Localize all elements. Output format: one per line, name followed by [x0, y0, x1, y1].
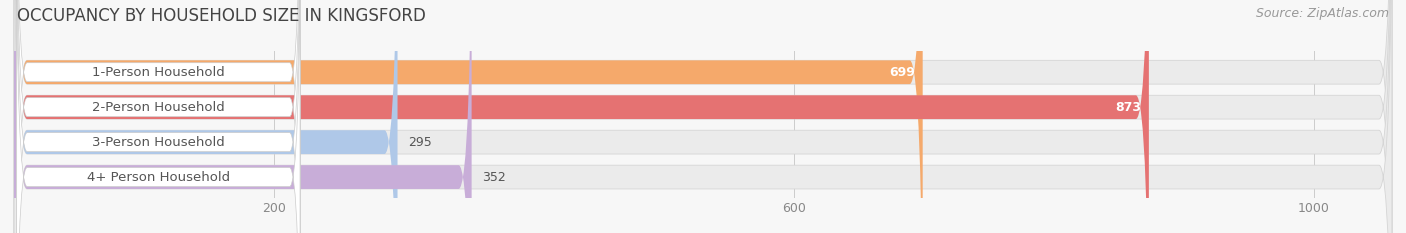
Text: 2-Person Household: 2-Person Household: [91, 101, 225, 114]
FancyBboxPatch shape: [14, 0, 1392, 233]
Text: 3-Person Household: 3-Person Household: [91, 136, 225, 149]
FancyBboxPatch shape: [17, 0, 299, 233]
Text: 1-Person Household: 1-Person Household: [91, 66, 225, 79]
Text: 873: 873: [1115, 101, 1142, 114]
FancyBboxPatch shape: [14, 0, 1392, 233]
FancyBboxPatch shape: [14, 0, 1392, 233]
Text: 295: 295: [408, 136, 432, 149]
FancyBboxPatch shape: [17, 0, 299, 233]
FancyBboxPatch shape: [17, 0, 299, 233]
Text: 699: 699: [889, 66, 915, 79]
Text: 4+ Person Household: 4+ Person Household: [87, 171, 231, 184]
FancyBboxPatch shape: [14, 0, 1149, 233]
Text: OCCUPANCY BY HOUSEHOLD SIZE IN KINGSFORD: OCCUPANCY BY HOUSEHOLD SIZE IN KINGSFORD: [17, 7, 426, 25]
Text: 352: 352: [482, 171, 506, 184]
FancyBboxPatch shape: [14, 0, 922, 233]
FancyBboxPatch shape: [14, 0, 398, 233]
FancyBboxPatch shape: [17, 0, 299, 233]
FancyBboxPatch shape: [14, 0, 1392, 233]
Text: Source: ZipAtlas.com: Source: ZipAtlas.com: [1256, 7, 1389, 20]
FancyBboxPatch shape: [14, 0, 471, 233]
